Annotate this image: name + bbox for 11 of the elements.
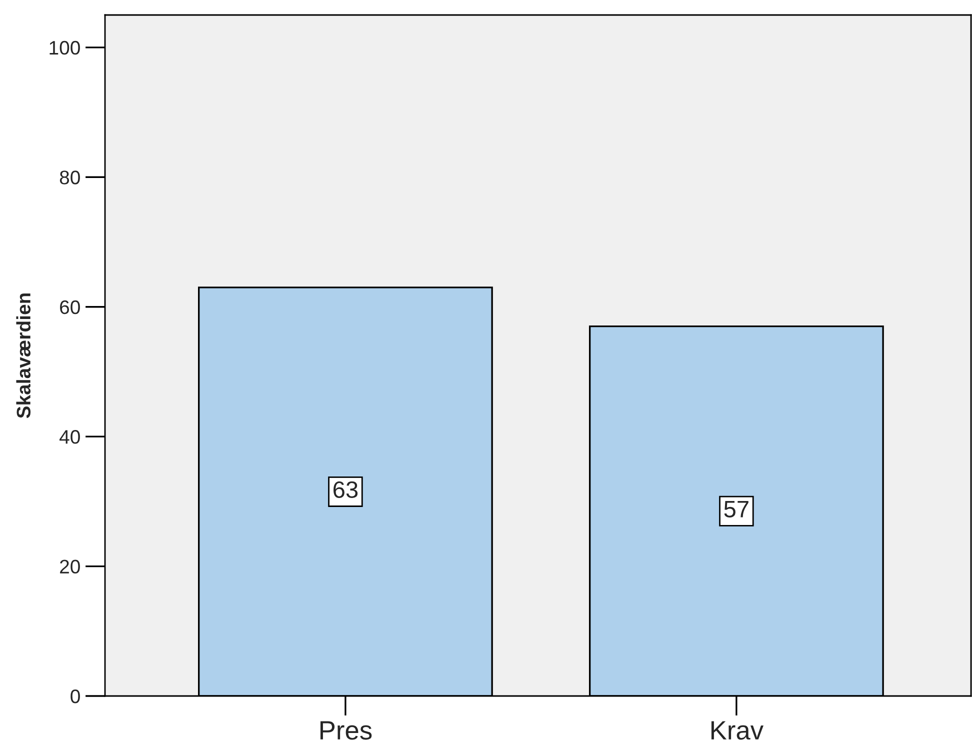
- x-tick-label: Krav: [711, 721, 764, 740]
- x-tick-label: Pres: [320, 721, 372, 740]
- y-tick-label: 20: [60, 560, 80, 574]
- y-axis-title: Skalaværdien: [16, 293, 31, 418]
- y-tick-label: 80: [60, 170, 80, 184]
- data-label: 63: [334, 481, 358, 498]
- y-tick-label: 60: [60, 300, 80, 314]
- y-tick-label: 0: [70, 689, 80, 704]
- y-tick-label: 40: [60, 430, 80, 444]
- y-tick-label: 100: [50, 40, 80, 55]
- data-label: 57: [724, 501, 748, 518]
